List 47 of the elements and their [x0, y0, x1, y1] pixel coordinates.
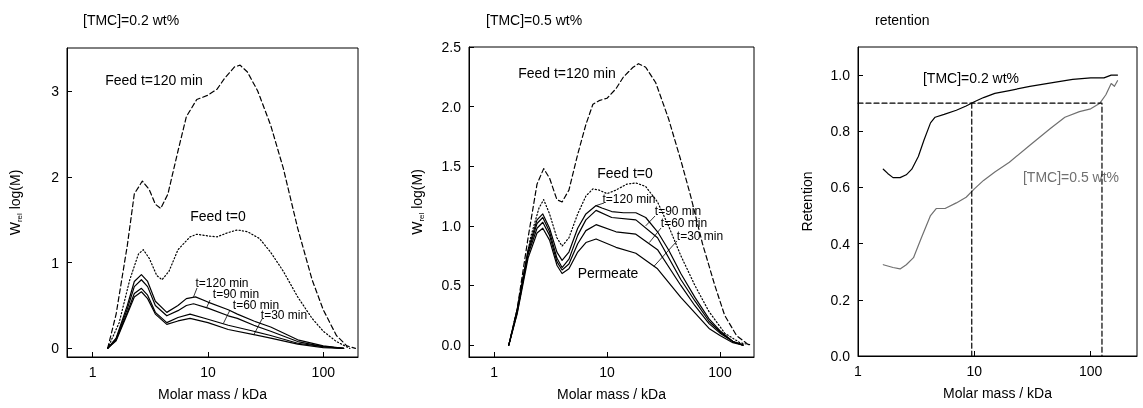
- y-tick-label: 0.0: [441, 337, 462, 354]
- annotation: t=90 min: [654, 204, 702, 218]
- x-tick-label: 1: [490, 364, 499, 380]
- y-tick-label: 0.6: [830, 179, 851, 196]
- x-tick-label: 10: [966, 363, 983, 379]
- series-label: Feed t=120 min: [518, 65, 616, 81]
- chart-title: [TMC]=0.5 wt%: [486, 12, 583, 28]
- annotation: t=120 min: [195, 276, 249, 290]
- annotation: t=30 min: [676, 229, 724, 243]
- y-tick-label: 1: [51, 254, 60, 271]
- y-tick-label: 2: [51, 168, 60, 185]
- chart-title: [TMC]=0.2 wt%: [83, 12, 180, 28]
- annotation: t=90 min: [212, 287, 260, 301]
- y-tick-label: 0.5: [441, 277, 462, 294]
- series-label: [TMC]=0.2 wt%: [922, 70, 1020, 86]
- y-tick-label: 2.0: [441, 98, 462, 115]
- x-tick-label: 100: [311, 364, 336, 380]
- annotation: t=60 min: [660, 216, 708, 230]
- series-label: Feed t=0: [190, 208, 247, 224]
- annotation: Permeate: [577, 265, 639, 281]
- y-tick-label: 0.2: [830, 291, 851, 308]
- annotation: t=120 min: [602, 192, 656, 206]
- y-tick-label: 0.4: [830, 235, 851, 252]
- x-axis-title: Molar mass / kDa: [158, 386, 268, 402]
- y-axis-title: Retention: [799, 171, 815, 232]
- y-tick-label: 2.5: [441, 39, 462, 55]
- x-tick-label: 100: [1079, 363, 1103, 379]
- y-tick-label: 0.0: [830, 348, 851, 364]
- series-label: Feed t=120 min: [105, 72, 203, 88]
- series-label: [TMC]=0.5 wt%: [1022, 169, 1120, 185]
- series-label: Feed t=0: [597, 165, 654, 181]
- y-tick-label: 0: [51, 340, 60, 357]
- y-tick-label: 1.0: [441, 217, 462, 234]
- x-tick-label: 10: [599, 364, 616, 380]
- y-tick-label: 1.0: [830, 67, 851, 84]
- y-tick-label: 3: [51, 82, 60, 99]
- y-tick-label: 1.5: [441, 158, 462, 175]
- y-axis-title: Wrel log(M): [7, 169, 24, 236]
- x-tick-label: 100: [708, 364, 732, 380]
- chart-title: retention: [875, 12, 930, 28]
- y-tick-label: 0.8: [830, 123, 851, 140]
- x-axis-title: Molar mass / kDa: [943, 385, 1053, 401]
- x-axis-title: Molar mass / kDa: [557, 386, 667, 402]
- x-tick-label: 10: [200, 364, 216, 380]
- x-tick-label: 1: [88, 364, 97, 380]
- y-axis-title: Wrel log(M): [409, 169, 426, 235]
- x-tick-label: 1: [854, 363, 863, 379]
